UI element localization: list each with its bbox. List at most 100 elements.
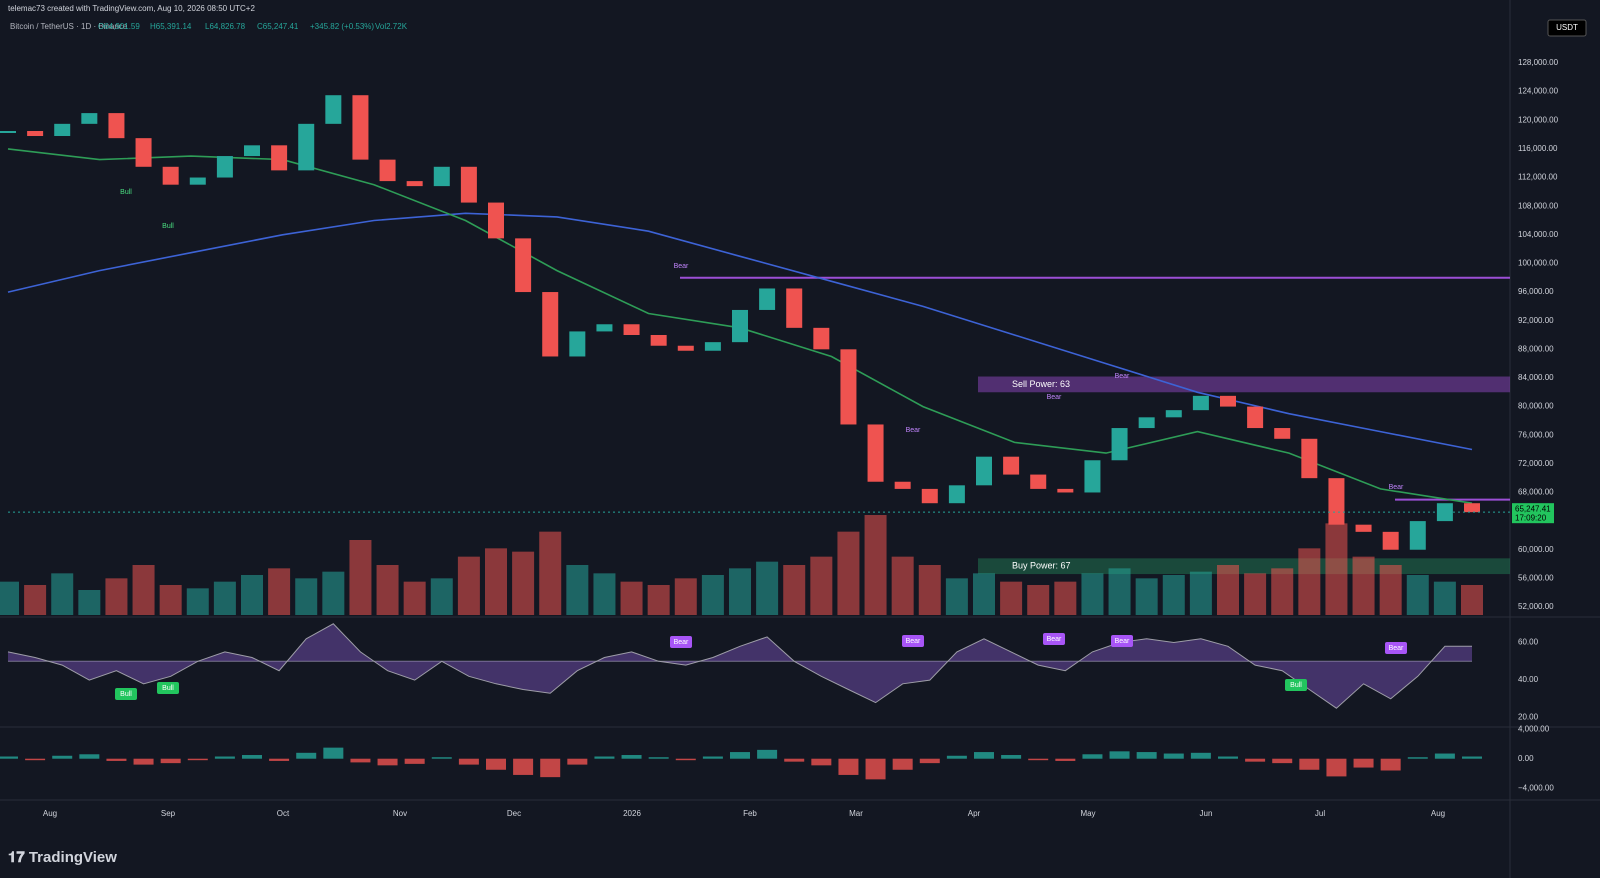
candle	[108, 113, 125, 139]
candle	[1382, 531, 1399, 550]
signal-box	[157, 682, 179, 694]
signal: Bull	[120, 189, 132, 196]
macd-bar	[675, 758, 696, 761]
y-tick-label: 88,000.00	[1518, 344, 1554, 353]
volume-bar	[295, 578, 318, 615]
candle	[189, 177, 206, 185]
rsi-tick-label: 20.00	[1518, 713, 1539, 722]
candle	[677, 345, 694, 351]
candle	[976, 456, 992, 486]
candle	[325, 95, 342, 124]
volume-bar	[674, 578, 697, 615]
macd-bar	[1299, 758, 1320, 770]
rsi-signal: Bull	[1290, 682, 1302, 689]
candle	[1355, 524, 1372, 532]
candle	[1247, 406, 1264, 429]
signal-box	[1043, 633, 1065, 645]
macd-bar	[431, 757, 452, 759]
signal-box	[670, 636, 692, 648]
rsi-signal: Bull	[162, 685, 174, 692]
volume-bar	[1461, 585, 1483, 615]
author: telemac73 created with TradingView.com, …	[8, 4, 255, 13]
candle	[135, 138, 152, 167]
rsi-signal: Bear	[674, 639, 689, 646]
candle	[271, 145, 288, 171]
volume-bar	[837, 531, 860, 615]
volume-bar	[1271, 568, 1294, 615]
candle	[244, 145, 260, 157]
candle	[1409, 521, 1426, 550]
candle	[1328, 478, 1345, 525]
macd-bar	[1272, 758, 1293, 764]
currency: USDT	[1556, 23, 1578, 32]
volume-bar	[1135, 578, 1158, 615]
macd-bar	[1245, 758, 1266, 762]
volume-bar	[1325, 523, 1348, 615]
candle	[1301, 438, 1318, 479]
candle	[1464, 503, 1480, 513]
volume-bar	[322, 571, 345, 615]
x-tick-label: Jul	[1315, 809, 1325, 818]
candle	[1138, 417, 1155, 429]
volume-bar	[1108, 568, 1131, 615]
signal: Bear	[674, 263, 689, 270]
y-tick-label: 120,000.00	[1518, 115, 1559, 124]
macd-bar	[350, 758, 371, 763]
volume-bar	[891, 556, 914, 615]
volume-bar	[241, 575, 263, 615]
macd-bar	[730, 752, 750, 759]
x-tick-label: Sep	[161, 809, 176, 818]
y-tick-label: 104,000.00	[1518, 230, 1559, 239]
ohlc-value: H65,391.14	[150, 22, 192, 31]
ohlc-value: Vol2.72K	[375, 22, 408, 31]
candle	[1165, 410, 1182, 418]
macd-bar	[1082, 754, 1103, 759]
volume-bar	[159, 585, 182, 615]
candle	[162, 166, 179, 185]
macd-bar	[1055, 758, 1076, 761]
candle	[569, 331, 586, 357]
candle	[1111, 428, 1128, 461]
candle	[542, 292, 559, 357]
candle	[704, 342, 721, 351]
signal: Bear	[906, 427, 921, 434]
macd-bar	[811, 758, 832, 766]
candle	[216, 156, 233, 178]
macd-bar	[1326, 758, 1347, 777]
macd-bar	[567, 758, 588, 765]
volume-bar	[403, 581, 426, 615]
macd-tick-label: 4,000.00	[1518, 724, 1550, 733]
candle	[1030, 474, 1047, 489]
macd-bar	[919, 758, 940, 764]
macd-bar	[269, 758, 290, 761]
volume-bar	[430, 578, 453, 615]
candle	[379, 159, 396, 182]
macd-bar	[1407, 757, 1428, 759]
macd-bar	[513, 758, 534, 775]
y-tick-label: 84,000.00	[1518, 373, 1554, 382]
macd-bar	[784, 758, 805, 762]
macd-bar	[702, 756, 723, 759]
macd-bar	[160, 758, 181, 764]
candle	[54, 123, 71, 137]
macd-bar	[757, 749, 778, 759]
volume-bar	[213, 581, 236, 615]
macd-bar	[621, 755, 642, 759]
rsi-signal: Bear	[906, 638, 921, 645]
zone-label: Buy Power: 67	[1012, 561, 1071, 571]
volume-bar	[1298, 548, 1321, 615]
signal-box	[1385, 642, 1407, 654]
macd-bar	[1462, 756, 1482, 759]
candle	[840, 349, 857, 425]
volume-bar	[349, 540, 372, 615]
macd-bar	[1028, 758, 1049, 761]
x-tick-label: Nov	[393, 809, 407, 818]
signal: Bull	[162, 223, 174, 230]
macd-bar	[865, 758, 886, 780]
macd-bar	[946, 755, 967, 759]
macd-bar	[838, 758, 859, 775]
y-tick-label: 124,000.00	[1518, 87, 1559, 96]
